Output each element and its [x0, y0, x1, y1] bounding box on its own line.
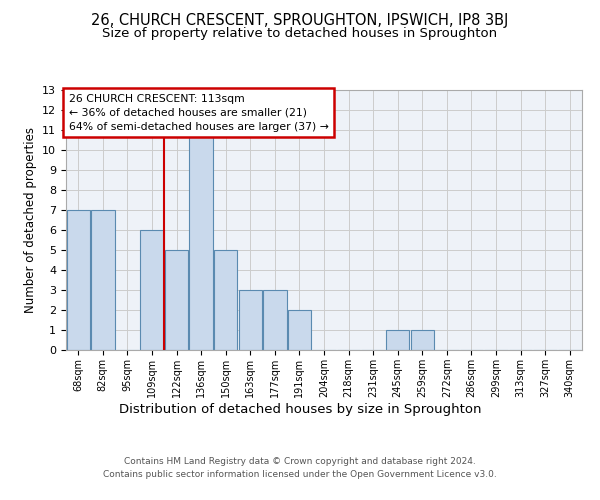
Bar	[67, 210, 90, 350]
Bar	[190, 130, 213, 350]
Text: Size of property relative to detached houses in Sproughton: Size of property relative to detached ho…	[103, 28, 497, 40]
Y-axis label: Number of detached properties: Number of detached properties	[23, 127, 37, 313]
Bar	[140, 230, 164, 350]
Bar	[410, 330, 434, 350]
Text: 26, CHURCH CRESCENT, SPROUGHTON, IPSWICH, IP8 3BJ: 26, CHURCH CRESCENT, SPROUGHTON, IPSWICH…	[91, 12, 509, 28]
Text: Contains HM Land Registry data © Crown copyright and database right 2024.
Contai: Contains HM Land Registry data © Crown c…	[103, 458, 497, 479]
Bar	[263, 290, 287, 350]
Text: 26 CHURCH CRESCENT: 113sqm
← 36% of detached houses are smaller (21)
64% of semi: 26 CHURCH CRESCENT: 113sqm ← 36% of deta…	[68, 94, 328, 132]
Bar	[288, 310, 311, 350]
Bar	[214, 250, 238, 350]
Bar	[165, 250, 188, 350]
Bar	[239, 290, 262, 350]
Text: Distribution of detached houses by size in Sproughton: Distribution of detached houses by size …	[119, 402, 481, 415]
Bar	[91, 210, 115, 350]
Bar	[386, 330, 409, 350]
